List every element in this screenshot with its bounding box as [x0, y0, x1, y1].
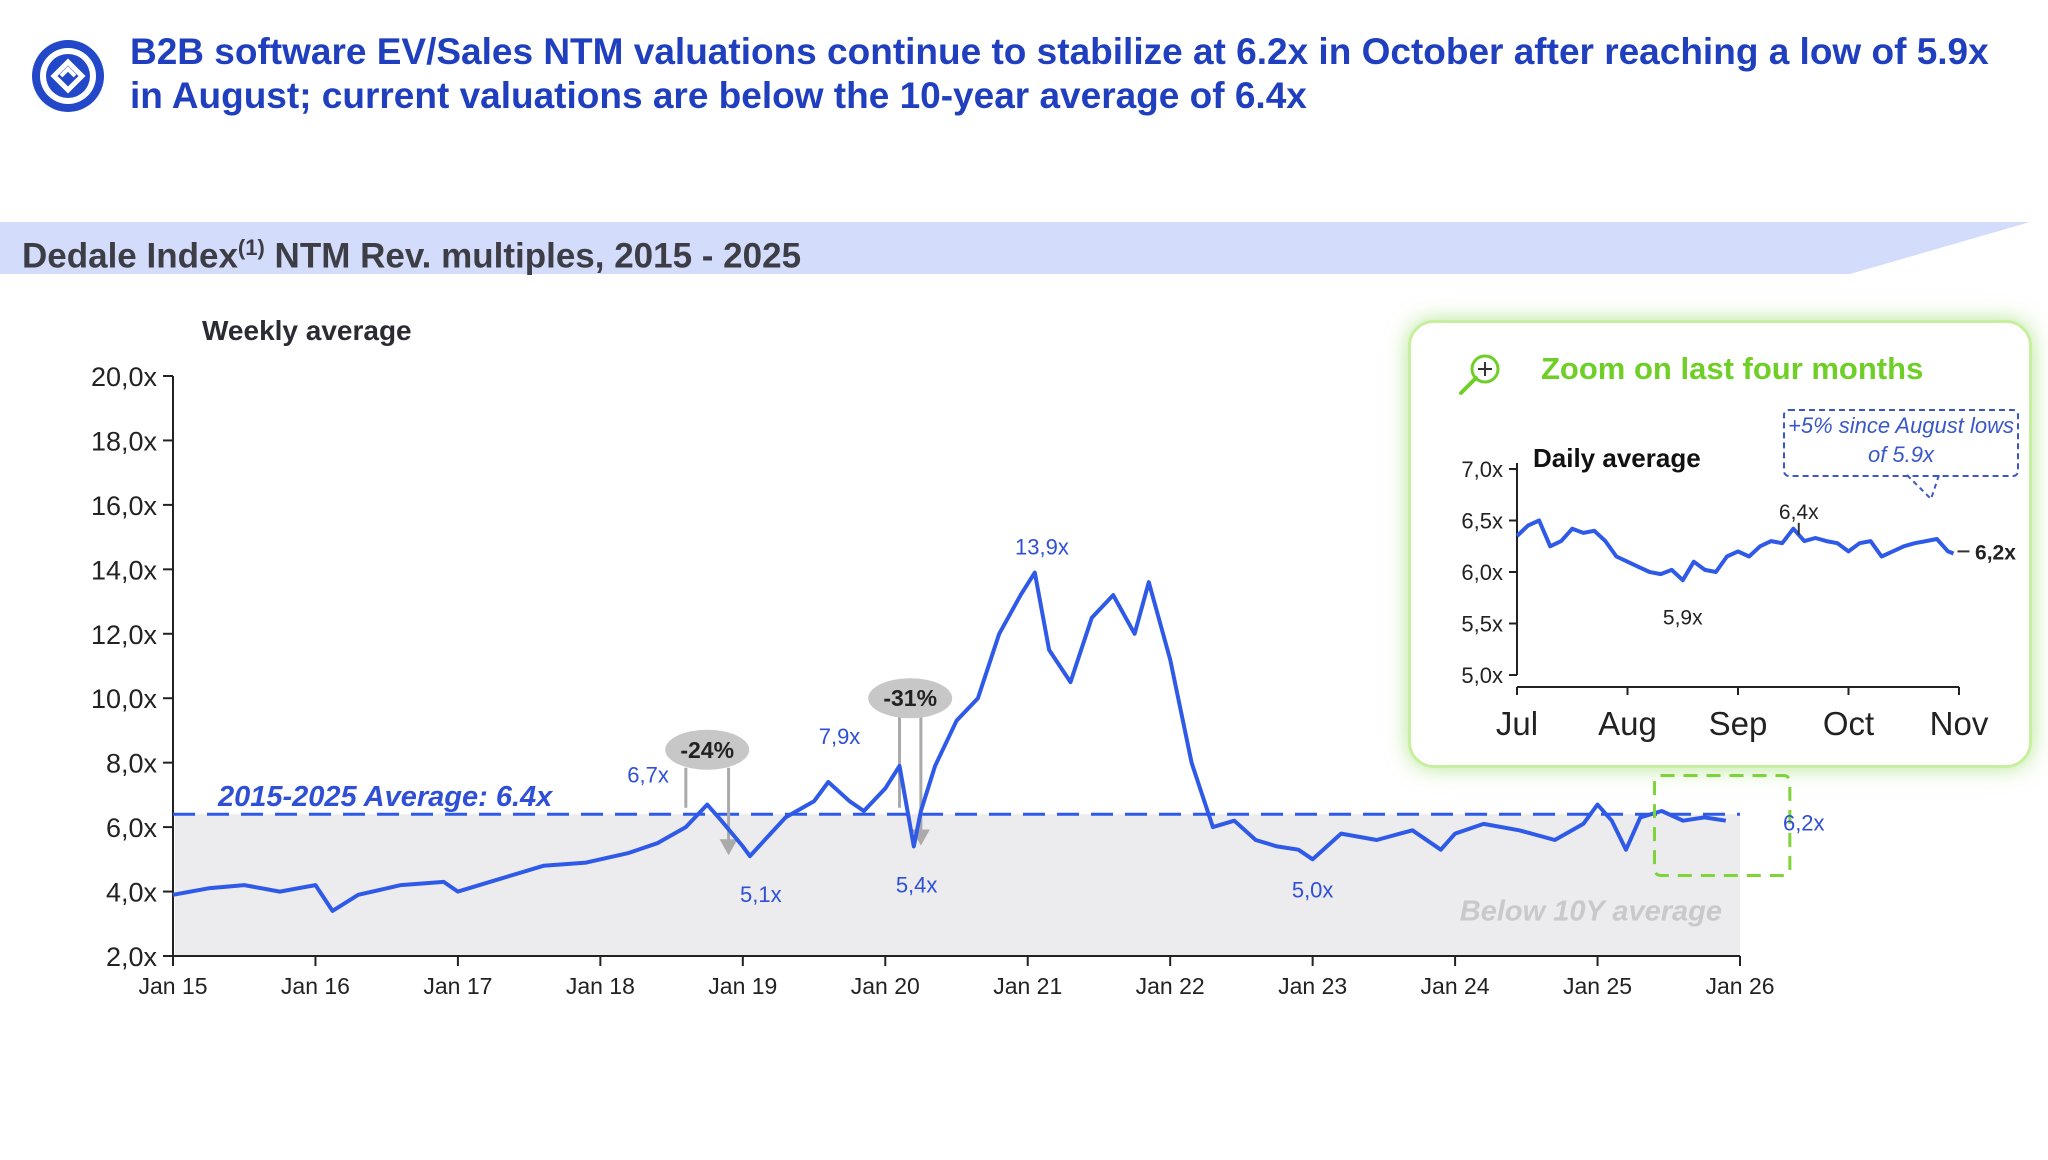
y-tick-label: 4,0x: [106, 878, 158, 908]
x-tick-label: Jan 22: [1136, 973, 1205, 999]
zoom-x-tick-label: Sep: [1709, 705, 1768, 742]
drawdown-badge: [665, 729, 750, 770]
x-tick-label: Jan 17: [423, 973, 492, 999]
zoom-x-tick-label: Aug: [1598, 705, 1657, 742]
index-series-line: [172, 570, 1727, 913]
y-tick-label: 14,0x: [91, 555, 158, 585]
y-tick-label: 16,0x: [91, 491, 158, 521]
zoom-y-tick-label: 7,0x: [1461, 457, 1503, 482]
y-tick-label: 10,0x: [91, 684, 158, 714]
chart-section-title: Dedale Index(1) NTM Rev. multiples, 2015…: [22, 226, 801, 279]
zoom-y-tick-label: 5,5x: [1461, 612, 1503, 637]
band-label: Below 10Y average: [1460, 896, 1722, 928]
zoom-series-line: [1515, 518, 1955, 583]
banner-title-rest: NTM Rev. multiples, 2015 - 2025: [264, 236, 802, 276]
zoom-y-tick-label: 6,0x: [1461, 560, 1503, 585]
banner-footnote-marker: (1): [237, 235, 265, 260]
x-tick-label: Jan 18: [566, 973, 635, 999]
zoom-x-tick-label: Oct: [1823, 705, 1874, 742]
x-tick-label: Jan 25: [1563, 973, 1632, 999]
x-tick-label: Jan 23: [1278, 973, 1347, 999]
drawdown-label: -24%: [680, 737, 734, 763]
zoom-x-tick-label: Jul: [1496, 705, 1538, 742]
chart-subtitle: Weekly average: [202, 315, 412, 346]
zoom-panel-title: Zoom on last four months: [1541, 351, 1924, 386]
zoom-line-chart: Daily average 5,0x 5,5x 6,0x 6,5x 7,0x Jul Aug S…: [1461, 443, 2016, 742]
value-annotation: 5,4x: [896, 872, 938, 897]
x-tick-label: Jan 20: [851, 973, 920, 999]
zoom-in-icon: [1459, 354, 1500, 395]
y-tick-label: 6,0x: [106, 813, 158, 843]
section-banner: [0, 222, 2030, 274]
y-tick-label: 8,0x: [106, 749, 158, 779]
main-line-chart: Weekly average Below 10Y average 2,0x 4,0x 6…: [91, 315, 1825, 999]
x-tick-label: Jan 26: [1705, 973, 1774, 999]
drawdown-label: -31%: [883, 685, 937, 711]
zoom-y-tick-label: 6,5x: [1461, 509, 1503, 534]
below-average-band: [175, 814, 1740, 956]
value-annotation: 13,9x: [1015, 535, 1069, 560]
drawdown-badge: [868, 678, 953, 719]
value-annotation: 5,1x: [740, 882, 782, 907]
value-annotation: 6,2x: [1783, 811, 1825, 836]
value-annotation: 7,9x: [819, 724, 861, 749]
zoom-value-annotation: 5,9x: [1663, 606, 1703, 629]
callout-pointer: [1906, 474, 1940, 501]
y-tick-label: 2,0x: [106, 942, 158, 972]
banner-title-main: Dedale Index: [22, 236, 238, 276]
zoom-subtitle: Daily average: [1533, 443, 1701, 473]
value-annotation: 6,7x: [627, 763, 669, 788]
zoom-x-tick-label: Nov: [1930, 705, 1989, 742]
zoom-y-tick-label: 5,0x: [1461, 663, 1503, 688]
zoom-value-annotation: 6,2x: [1975, 541, 2016, 564]
value-annotation: 5,0x: [1292, 877, 1334, 902]
dedale-logo: [32, 40, 104, 112]
x-tick-label: Jan 16: [281, 973, 350, 999]
x-tick-label: Jan 21: [993, 973, 1062, 999]
x-tick-label: Jan 15: [138, 973, 207, 999]
x-tick-label: Jan 24: [1421, 973, 1490, 999]
page-headline: B2B software EV/Sales NTM valuations con…: [130, 31, 1989, 116]
x-tick-label: Jan 19: [708, 973, 777, 999]
zoom-value-annotation: 6,4x: [1779, 501, 1819, 524]
y-tick-label: 12,0x: [91, 620, 158, 650]
callout-box: +5% since August lows of 5.9x: [1783, 409, 2019, 477]
drawdown-arrowhead: [719, 839, 738, 856]
zoom-panel: Zoom on last four months Daily average 5,…: [1408, 320, 2032, 768]
average-label: 2015-2025 Average: 6.4x: [217, 781, 554, 813]
y-tick-label: 20,0x: [91, 362, 158, 392]
y-tick-label: 18,0x: [91, 426, 158, 456]
